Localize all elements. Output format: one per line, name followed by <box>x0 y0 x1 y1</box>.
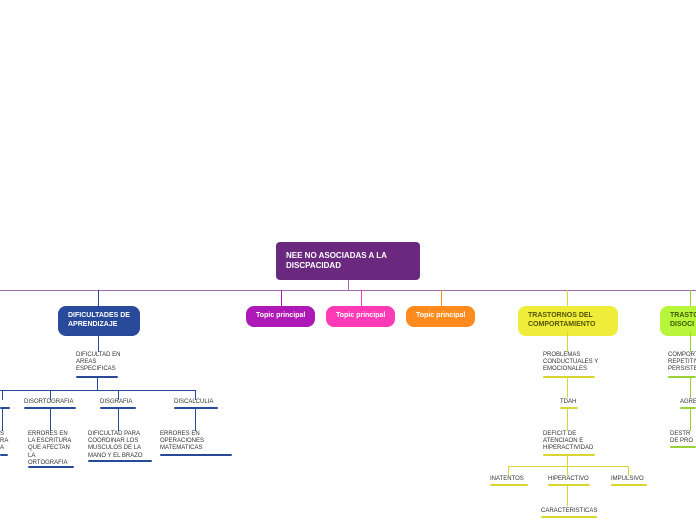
branch-topic2[interactable]: Topic principal <box>326 306 395 327</box>
hiperactivo-label: HIPERACTIVO <box>548 476 589 483</box>
disgrafia-desc-drop <box>118 409 119 431</box>
b5-title: TRASTORNOS DEL COMPORTAMIENTO <box>528 312 595 328</box>
disgrafia-label: DISGRAFIA <box>100 399 132 406</box>
deficit-label: DEFICIT DE ATENCIAON E HIPERACTIVIDAD <box>543 431 601 453</box>
b1-drop <box>98 290 99 306</box>
branch-dificultades[interactable]: DIFICULTADES DE APRENDIZAJE <box>58 306 140 336</box>
root-drop <box>348 280 349 290</box>
b1-vsplit <box>97 376 98 390</box>
cut-desc3: A <box>0 445 8 452</box>
b4-drop <box>441 290 442 306</box>
problemas-uline <box>543 376 595 378</box>
discalculia-desc-drop <box>195 409 196 431</box>
b6-drop <box>690 290 691 306</box>
b5-v3 <box>567 409 568 431</box>
tdah-uline <box>560 407 578 409</box>
disgrafia-desc: DIFICULTAD PARA COORDINAR LOS MUSCULOS D… <box>88 431 153 460</box>
caracteristicas-uline <box>541 516 597 518</box>
hiperactivo-uline <box>548 484 590 486</box>
b6-v2 <box>690 378 691 398</box>
comporta-label: COMPORTA REPETITIV PERSISTEN <box>668 352 696 374</box>
b1-title: DIFICULTADES DE APRENDIZAJE <box>68 312 130 328</box>
imp-drop <box>628 466 629 476</box>
areas-label: DIFICULTAD EN AREAS ESPECIFICAS <box>76 352 136 374</box>
impulsivo-label: IMPULSIVO <box>611 476 644 483</box>
discalculia-desc: ERRORES EN OPERACIONES MATEMATICAS <box>160 431 215 453</box>
b5-vsplit <box>567 456 568 466</box>
inatentos-uline <box>490 484 528 486</box>
disorto-desc: ERRORES EN LA ESCRITURA QUE AFECTAN LA O… <box>28 431 76 467</box>
b3-drop <box>361 290 362 306</box>
discalculia-desc-uline <box>160 454 232 456</box>
discalculia-label: DISCALCULIA <box>174 399 213 406</box>
root-node[interactable]: NEE NO ASOCIADAS A LA DISCPACIDAD <box>276 242 420 280</box>
b3-title: Topic principal <box>336 312 385 319</box>
b6-v1 <box>690 332 691 352</box>
b5-hsplit <box>508 466 628 467</box>
impulsivo-uline <box>611 484 647 486</box>
b5-v1 <box>567 332 568 352</box>
main-connector <box>0 290 696 291</box>
comporta-uline <box>668 376 696 378</box>
b6-title: TRASTO DISOCI <box>670 312 696 328</box>
b5-v2 <box>567 378 568 398</box>
b1-v1 <box>98 332 99 352</box>
b2-drop <box>281 290 282 306</box>
branch-topic3[interactable]: Topic principal <box>406 306 475 327</box>
problemas-label: PROBLEMAS CONDUCTUALES Y EMOCIONALES <box>543 352 603 374</box>
branch-topic1[interactable]: Topic principal <box>246 306 315 327</box>
hip-drop <box>567 466 568 476</box>
b1-hsplit <box>0 390 195 391</box>
disgrafia-desc-uline <box>88 460 152 462</box>
disorto-label: DISORTOGRAFIA <box>24 399 73 406</box>
cut-desc-drop <box>2 409 3 431</box>
deficit-uline <box>543 454 595 456</box>
agre-uline <box>680 407 696 409</box>
destr-label: DESTR DE PRO <box>670 431 696 445</box>
ina-drop <box>508 466 509 476</box>
agre-label: AGRE <box>680 399 696 406</box>
leaf1-drop <box>2 390 3 400</box>
tdah-label: TDAH <box>560 399 576 406</box>
b6-v3 <box>690 409 691 431</box>
b2-title: Topic principal <box>256 312 305 319</box>
disorto-desc-drop <box>50 409 51 431</box>
cut-desc-uline <box>0 454 8 456</box>
destr-uline <box>670 446 696 448</box>
root-text: NEE NO ASOCIADAS A LA DISCPACIDAD <box>286 251 410 272</box>
b5-drop <box>567 290 568 306</box>
disorto-desc-uline <box>28 466 74 468</box>
discalculia-uline <box>174 407 218 409</box>
branch-trastornos-comp[interactable]: TRASTORNOS DEL COMPORTAMIENTO <box>518 306 618 336</box>
inatentos-label: INATENTOS <box>490 476 524 483</box>
car-drop <box>567 486 568 506</box>
b4-title: Topic principal <box>416 312 465 319</box>
caracteristicas-label: CARACTERISTICAS <box>541 508 597 515</box>
